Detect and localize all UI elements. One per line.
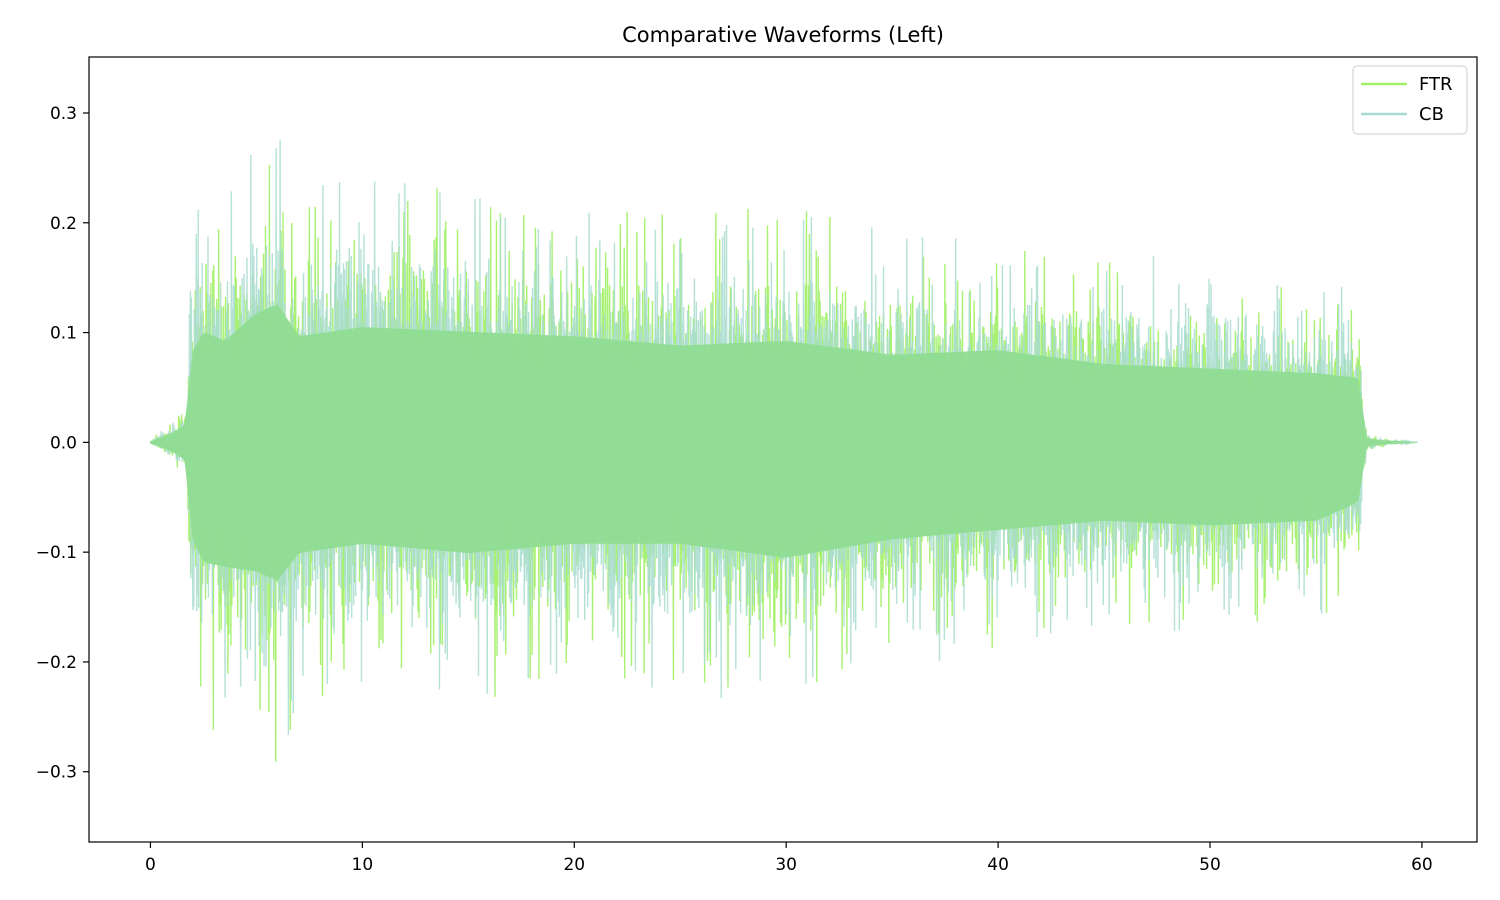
y-tick-label: 0.0 bbox=[50, 433, 77, 453]
legend-label-ftr: FTR bbox=[1419, 74, 1453, 95]
y-tick-label: 0.1 bbox=[50, 324, 77, 344]
legend: FTR CB bbox=[1352, 65, 1468, 135]
x-tick-label: 40 bbox=[987, 855, 1009, 875]
y-axis: 0.3 0.2 0.1 0.0 −0.1 −0.2 −0.3 bbox=[36, 104, 89, 783]
legend-label-cb: CB bbox=[1419, 104, 1444, 125]
y-tick-label: −0.2 bbox=[36, 653, 77, 673]
axes-frame bbox=[88, 56, 1478, 843]
x-tick-label: 50 bbox=[1199, 855, 1221, 875]
x-tick-label: 30 bbox=[775, 855, 797, 875]
x-tick-label: 0 bbox=[145, 855, 156, 875]
x-tick-label: 20 bbox=[563, 855, 585, 875]
y-tick-label: 0.2 bbox=[50, 214, 77, 234]
y-tick-label: −0.1 bbox=[36, 543, 77, 563]
chart-title: Comparative Waveforms (Left) bbox=[622, 23, 944, 47]
x-tick-label: 10 bbox=[352, 855, 374, 875]
y-tick-label: 0.3 bbox=[50, 104, 77, 124]
x-tick-label: 60 bbox=[1411, 855, 1433, 875]
y-tick-label: −0.3 bbox=[36, 763, 77, 783]
waveform-overlap-core bbox=[150, 304, 1418, 581]
x-axis: 0 10 20 30 40 50 60 bbox=[145, 842, 1433, 875]
plot-area bbox=[149, 139, 1418, 762]
